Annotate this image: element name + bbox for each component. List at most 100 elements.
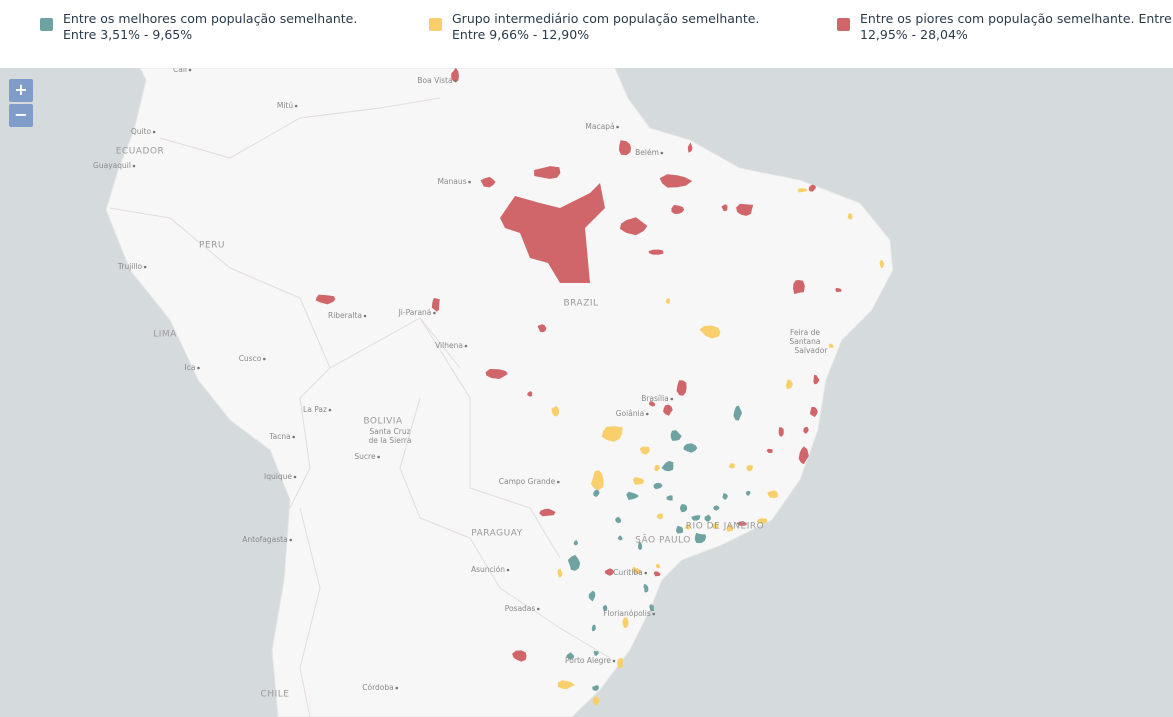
region (670, 430, 682, 441)
city-label: de la Sierra (369, 436, 412, 445)
region (653, 482, 663, 490)
region (661, 460, 674, 472)
region (671, 204, 685, 214)
region (649, 604, 655, 612)
legend-swatch (837, 18, 850, 31)
region (590, 470, 604, 490)
region (721, 204, 728, 212)
region (593, 489, 600, 497)
city-label: Asunción (471, 565, 505, 574)
country-label: PARAGUAY (471, 529, 522, 539)
city-label: Posadas (505, 604, 536, 613)
city-label: Feira de (790, 328, 820, 337)
region (793, 280, 805, 295)
city-label: Curitiba (613, 568, 643, 577)
region (663, 404, 673, 416)
region (653, 571, 661, 577)
city-dot (152, 130, 156, 134)
region (655, 563, 661, 569)
region (431, 298, 440, 312)
zoom-out[interactable]: − (9, 104, 33, 127)
legend-label: Entre os melhores com população semelhan… (63, 11, 358, 42)
city-dot (289, 538, 293, 542)
city-dot (468, 180, 471, 184)
city-dot (556, 480, 560, 484)
region (879, 260, 885, 268)
city-dot (294, 104, 298, 108)
region (649, 401, 656, 407)
region (813, 374, 820, 385)
city-label: Porto Alegre (565, 656, 611, 665)
region (683, 443, 698, 453)
city-dot (616, 125, 619, 129)
city-dot (644, 571, 648, 575)
region (557, 568, 563, 578)
region (592, 685, 599, 691)
region (687, 142, 693, 153)
city-label: Cali (173, 68, 187, 74)
region (537, 324, 547, 333)
region (639, 446, 650, 455)
region (665, 298, 670, 305)
city-dot (612, 659, 616, 663)
city-dot (328, 408, 332, 412)
city-label: Florianópolis (603, 609, 651, 618)
city-label: Antofagasta (242, 535, 287, 544)
region (797, 188, 808, 193)
city-label: Boa Vista (417, 76, 452, 85)
region (622, 617, 629, 628)
country-label: PERU (199, 241, 225, 251)
region (803, 426, 809, 434)
region (694, 532, 706, 544)
city-dot (645, 412, 649, 416)
city-label: Vilhena (435, 341, 463, 350)
city-dot (377, 455, 380, 459)
city-label: Sucre (354, 452, 376, 461)
city-label: Mitú (277, 101, 293, 110)
region (619, 140, 632, 156)
legend-swatch (429, 18, 442, 31)
region (699, 325, 721, 339)
city-label: Macapá (585, 122, 614, 131)
legend-item: Entre os melhores com população semelhan… (40, 11, 388, 43)
region (617, 658, 623, 669)
region (785, 379, 793, 390)
region (643, 583, 649, 593)
city-dot (263, 357, 266, 361)
country-label: LIMA (153, 330, 177, 340)
land (105, 68, 894, 717)
city-dot (363, 314, 367, 318)
city-label: Quito (131, 127, 152, 136)
region (632, 566, 642, 574)
region (638, 542, 643, 550)
region (551, 405, 560, 417)
city-label: La Paz (303, 405, 327, 414)
city-label: Santana (790, 337, 821, 346)
legend-item: Entre os piores com população semelhante… (837, 11, 1173, 43)
region (685, 524, 691, 530)
region (736, 203, 754, 216)
region (704, 514, 712, 522)
map: Cali Boa Vista Mitú Quito Macapá ECUADOR Guaya… (0, 68, 1173, 717)
city-dot (132, 164, 136, 168)
region (527, 391, 533, 397)
city-label: Trujillo (117, 262, 143, 271)
city-label: Tacna (268, 432, 290, 441)
city-dot (293, 475, 297, 479)
city-dot (143, 265, 147, 269)
region (593, 650, 599, 656)
city-dot (454, 79, 457, 83)
country-label: ECUADOR (116, 147, 164, 157)
region (733, 405, 742, 421)
city-dot (670, 397, 674, 401)
city-dot (188, 68, 192, 72)
region (728, 463, 735, 469)
zoom-in[interactable]: + (9, 79, 33, 102)
region (451, 68, 459, 82)
region (619, 217, 648, 236)
country-label: BRAZIL (563, 299, 598, 309)
region (766, 448, 773, 454)
city-label: Ji-Paraná (398, 308, 432, 317)
region (798, 446, 809, 465)
